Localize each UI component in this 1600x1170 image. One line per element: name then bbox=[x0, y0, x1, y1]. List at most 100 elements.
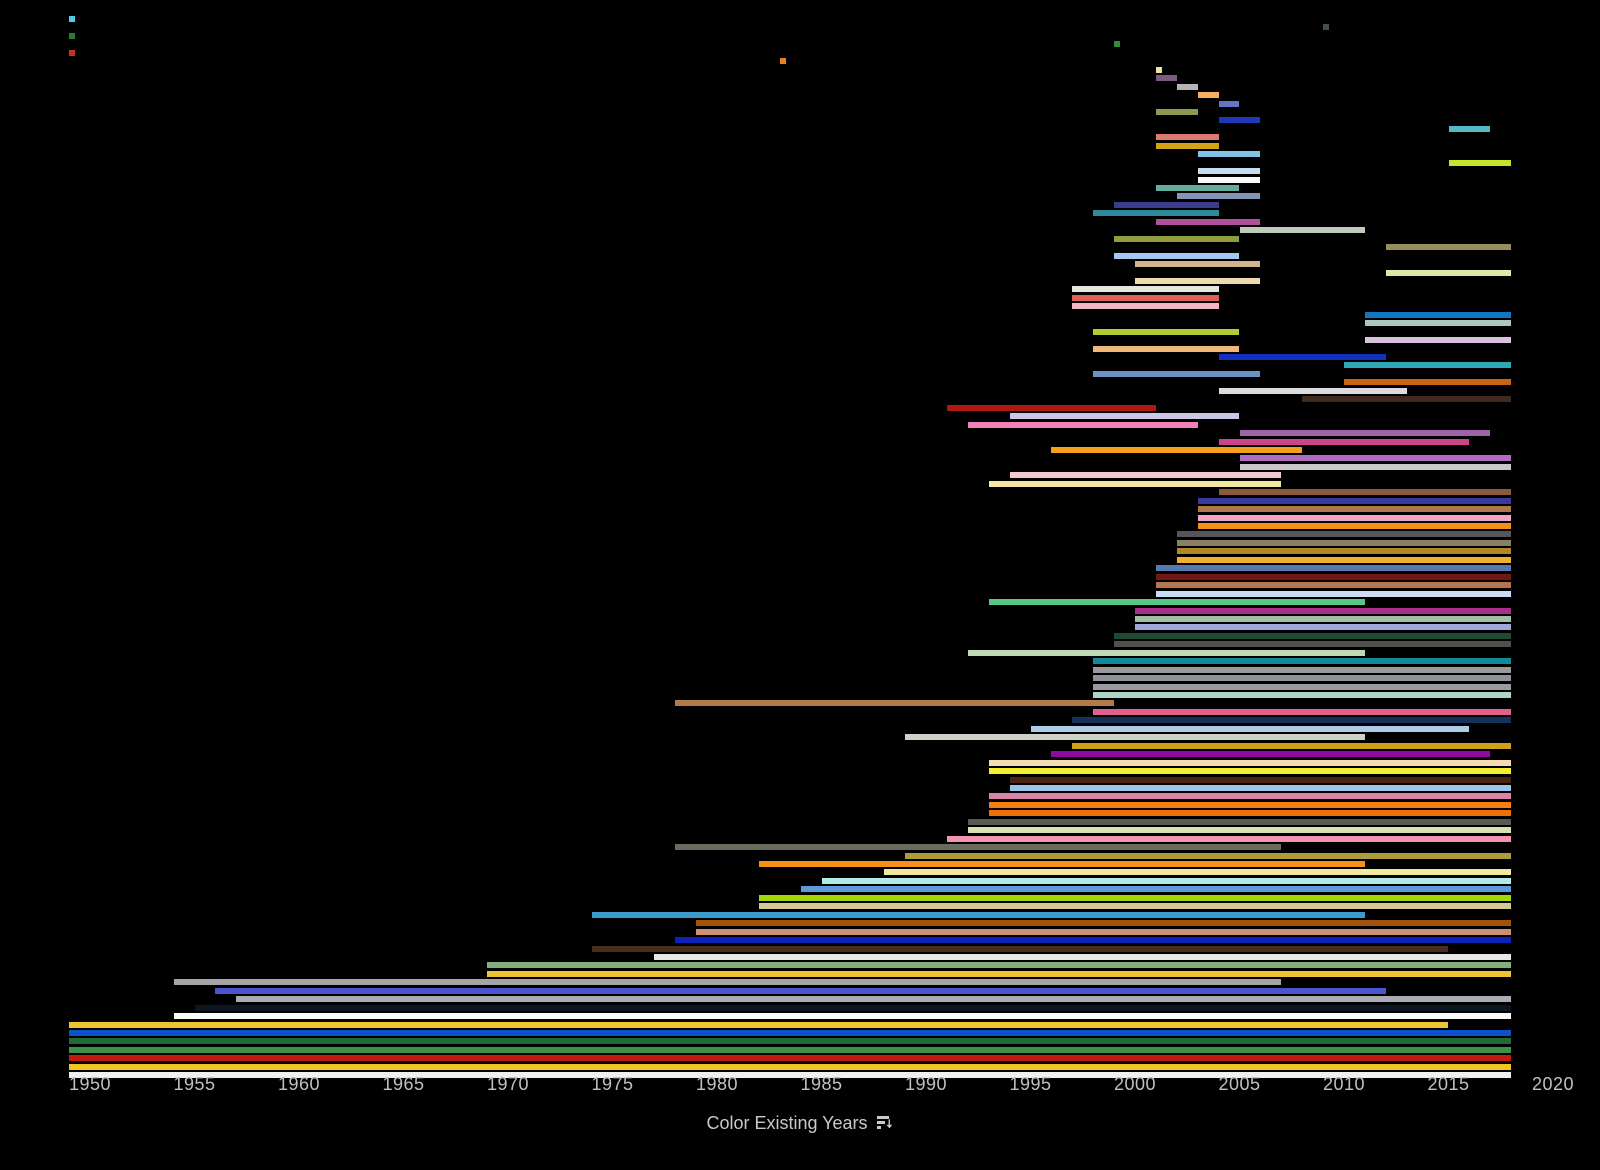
gantt-bar[interactable] bbox=[69, 1021, 1449, 1028]
gantt-bar[interactable] bbox=[905, 734, 1365, 741]
gantt-bar[interactable] bbox=[1323, 24, 1330, 31]
gantt-bar[interactable] bbox=[988, 801, 1512, 808]
gantt-bar[interactable] bbox=[1176, 548, 1512, 555]
gantt-bar[interactable] bbox=[1239, 227, 1365, 234]
gantt-bar[interactable] bbox=[1155, 582, 1512, 589]
gantt-bar[interactable] bbox=[487, 970, 1512, 977]
gantt-bar[interactable] bbox=[967, 818, 1512, 825]
gantt-bar[interactable] bbox=[1239, 430, 1491, 437]
gantt-bar[interactable] bbox=[1197, 497, 1512, 504]
gantt-bar[interactable] bbox=[1072, 717, 1512, 724]
gantt-bar[interactable] bbox=[1155, 134, 1219, 141]
gantt-bar[interactable] bbox=[1072, 294, 1219, 301]
gantt-bar[interactable] bbox=[69, 49, 76, 56]
gantt-bar[interactable] bbox=[1197, 92, 1219, 99]
gantt-bar[interactable] bbox=[988, 759, 1512, 766]
gantt-bar[interactable] bbox=[988, 480, 1282, 487]
gantt-bar[interactable] bbox=[1093, 666, 1512, 673]
gantt-bar[interactable] bbox=[1135, 261, 1261, 268]
gantt-bar[interactable] bbox=[967, 421, 1198, 428]
gantt-bar[interactable] bbox=[675, 844, 1282, 851]
gantt-bar[interactable] bbox=[1239, 455, 1512, 462]
gantt-bar[interactable] bbox=[988, 793, 1512, 800]
gantt-bar[interactable] bbox=[1009, 413, 1240, 420]
gantt-bar[interactable] bbox=[1093, 345, 1240, 352]
gantt-bar[interactable] bbox=[967, 649, 1365, 656]
gantt-bar[interactable] bbox=[758, 861, 1365, 867]
gantt-bar[interactable] bbox=[1155, 565, 1512, 572]
gantt-bar[interactable] bbox=[1218, 489, 1512, 496]
gantt-bar[interactable] bbox=[1176, 539, 1512, 546]
gantt-bar[interactable] bbox=[779, 58, 786, 65]
gantt-bar[interactable] bbox=[173, 979, 1282, 986]
gantt-bar[interactable] bbox=[988, 768, 1512, 775]
gantt-bar[interactable] bbox=[1155, 185, 1240, 191]
gantt-bar[interactable] bbox=[1155, 142, 1219, 149]
gantt-bar[interactable] bbox=[591, 945, 1449, 952]
gantt-bar[interactable] bbox=[1176, 83, 1198, 90]
gantt-bar[interactable] bbox=[1030, 725, 1470, 732]
gantt-bar[interactable] bbox=[1093, 683, 1512, 690]
gantt-bar[interactable] bbox=[1093, 210, 1219, 217]
gantt-bar[interactable] bbox=[1114, 252, 1240, 259]
gantt-bar[interactable] bbox=[1197, 523, 1512, 529]
gantt-bar[interactable] bbox=[1135, 277, 1261, 284]
gantt-bar[interactable] bbox=[1448, 159, 1512, 166]
gantt-bar[interactable] bbox=[1051, 751, 1491, 758]
gantt-bar[interactable] bbox=[1218, 354, 1386, 360]
gantt-bar[interactable] bbox=[758, 903, 1512, 910]
gantt-bar[interactable] bbox=[236, 996, 1512, 1003]
gantt-bar[interactable] bbox=[1302, 396, 1512, 403]
gantt-bar[interactable] bbox=[1344, 379, 1512, 386]
gantt-bar[interactable] bbox=[173, 1013, 1512, 1020]
gantt-bar[interactable] bbox=[758, 894, 1512, 901]
gantt-bar[interactable] bbox=[988, 810, 1512, 817]
gantt-bar[interactable] bbox=[1155, 108, 1198, 115]
gantt-bar[interactable] bbox=[1072, 286, 1219, 293]
gantt-bar[interactable] bbox=[591, 911, 1365, 918]
gantt-bar[interactable] bbox=[1093, 692, 1512, 698]
gantt-bar[interactable] bbox=[1448, 125, 1491, 132]
gantt-bar[interactable] bbox=[1155, 66, 1163, 73]
gantt-bar[interactable] bbox=[1155, 590, 1512, 597]
gantt-bar[interactable] bbox=[194, 1004, 1512, 1011]
gantt-bar[interactable] bbox=[1176, 531, 1512, 538]
gantt-bar[interactable] bbox=[946, 835, 1512, 842]
gantt-bar[interactable] bbox=[1385, 244, 1512, 251]
gantt-bar[interactable] bbox=[1093, 328, 1240, 335]
gantt-bar[interactable] bbox=[675, 700, 1115, 707]
gantt-bar[interactable] bbox=[69, 32, 76, 39]
gantt-bar[interactable] bbox=[1114, 235, 1240, 242]
gantt-bar[interactable] bbox=[1218, 100, 1240, 107]
gantt-bar[interactable] bbox=[696, 928, 1512, 935]
gantt-bar[interactable] bbox=[1218, 117, 1261, 124]
gantt-bar[interactable] bbox=[905, 852, 1512, 859]
gantt-bar[interactable] bbox=[69, 1063, 1512, 1070]
gantt-bar[interactable] bbox=[69, 16, 76, 22]
gantt-bar[interactable] bbox=[1197, 151, 1261, 158]
gantt-bar[interactable] bbox=[800, 886, 1512, 893]
gantt-bar[interactable] bbox=[1385, 269, 1512, 276]
gantt-bar[interactable] bbox=[69, 1030, 1512, 1036]
gantt-bar[interactable] bbox=[69, 1055, 1512, 1062]
gantt-bar[interactable] bbox=[988, 599, 1365, 606]
gantt-bar[interactable] bbox=[1051, 446, 1303, 453]
gantt-bar[interactable] bbox=[821, 877, 1512, 884]
gantt-bar[interactable] bbox=[1135, 615, 1512, 622]
gantt-bar[interactable] bbox=[1114, 201, 1219, 208]
gantt-bar[interactable] bbox=[1218, 387, 1407, 394]
gantt-bar[interactable] bbox=[654, 953, 1512, 960]
gantt-bar[interactable] bbox=[1197, 176, 1261, 183]
gantt-bar[interactable] bbox=[1114, 41, 1121, 48]
gantt-bar[interactable] bbox=[967, 827, 1512, 834]
gantt-bar[interactable] bbox=[1114, 632, 1512, 639]
gantt-bar[interactable] bbox=[1072, 303, 1219, 310]
gantt-bar[interactable] bbox=[1135, 607, 1512, 614]
gantt-bar[interactable] bbox=[696, 920, 1512, 927]
sort-icon[interactable] bbox=[876, 1115, 894, 1131]
gantt-bar[interactable] bbox=[1135, 624, 1512, 631]
gantt-bar[interactable] bbox=[1093, 370, 1261, 377]
gantt-bar[interactable] bbox=[69, 1038, 1512, 1045]
gantt-bar[interactable] bbox=[1197, 168, 1261, 175]
gantt-bar[interactable] bbox=[1364, 320, 1512, 327]
